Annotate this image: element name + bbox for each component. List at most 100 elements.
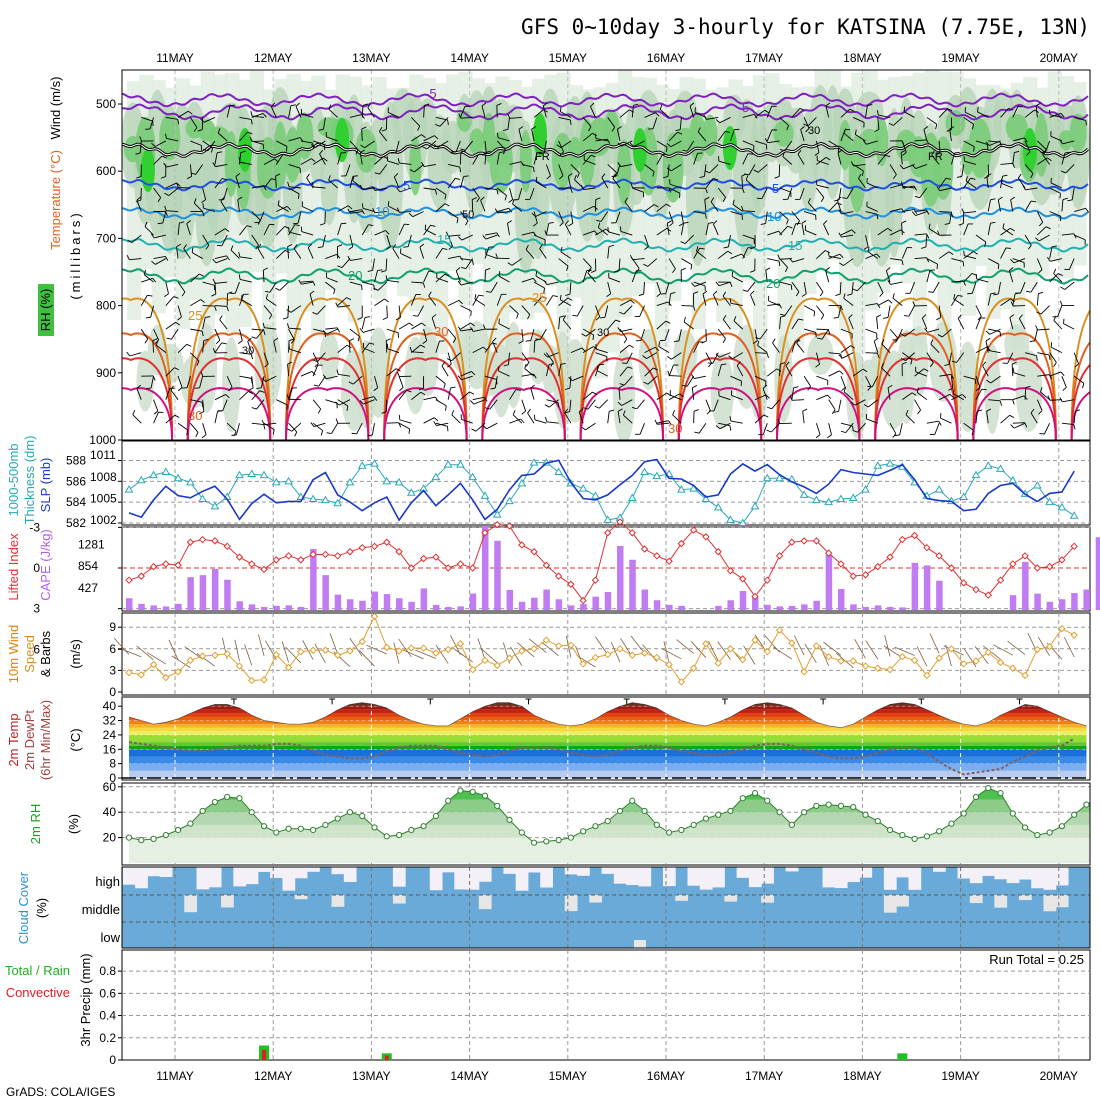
wind-barb-flag xyxy=(795,291,800,297)
thickness-point xyxy=(873,461,883,469)
wind-barb xyxy=(584,159,596,165)
date-label: 18MAY xyxy=(843,51,881,65)
wind-barb xyxy=(300,280,313,283)
wind-barb xyxy=(1001,183,1013,189)
wind-barb-flag xyxy=(662,153,668,156)
wind-barb xyxy=(791,223,797,236)
cloud-high-clear xyxy=(896,867,909,878)
date-label: 17MAY xyxy=(745,51,783,65)
wind-barb-flag xyxy=(543,102,548,107)
wind-barb-flag xyxy=(876,253,881,258)
page-title: GFS 0~10day 3-hourly for KATSINA (7.75E,… xyxy=(521,15,1090,39)
wind-barb xyxy=(779,258,788,268)
rh-point xyxy=(960,810,967,817)
wind-barb xyxy=(423,105,425,118)
wind-barb-flag xyxy=(132,409,136,415)
wind-barb xyxy=(693,281,706,287)
wind-barb xyxy=(816,375,828,381)
cape-bar xyxy=(469,593,477,610)
wind-barb xyxy=(909,281,916,294)
wind-barb xyxy=(792,399,805,401)
thickness-frame xyxy=(121,440,1091,526)
wind-barb-flag xyxy=(562,315,567,321)
wind-barb xyxy=(803,211,816,216)
cape-bar xyxy=(175,603,182,610)
wind-barb xyxy=(1049,399,1062,401)
wind-barb xyxy=(730,375,742,382)
wind-barb xyxy=(367,107,375,118)
wind-barb xyxy=(571,375,584,382)
rh-band xyxy=(129,824,1090,838)
wind-barb xyxy=(1011,364,1014,377)
wind-barb xyxy=(1024,387,1027,400)
wind-barb-flag xyxy=(825,156,831,161)
wind-barb-flag xyxy=(191,247,194,253)
rh-point xyxy=(1083,801,1090,808)
isotherm-40 xyxy=(677,387,763,440)
wind-barb xyxy=(386,368,397,377)
contour-label: FR xyxy=(535,151,550,163)
wind-barb-flag xyxy=(708,222,714,224)
wind-barb xyxy=(961,164,965,177)
wind-barb xyxy=(307,247,314,259)
wind-barb xyxy=(803,305,815,312)
cloud-units: (%) xyxy=(34,898,49,918)
thickness-point xyxy=(799,490,809,498)
wind-barb-flag xyxy=(237,340,243,345)
wind-barb-flag xyxy=(531,212,536,217)
li-point xyxy=(1070,542,1078,551)
precip-convective-bar xyxy=(384,1055,389,1060)
wind-barb-flag xyxy=(923,126,929,130)
wind-barb xyxy=(975,305,982,317)
wind-barb-flag xyxy=(975,273,978,279)
wind-barb-flag xyxy=(357,317,363,320)
wind-barb-flag xyxy=(490,387,496,390)
wind-barb-flag xyxy=(799,108,805,111)
wind10-barb xyxy=(823,641,842,656)
wind-barb xyxy=(1037,226,1047,236)
wind-barb xyxy=(313,186,326,189)
wind-barb-flag xyxy=(152,338,158,342)
wind-barb xyxy=(697,131,707,142)
wind-barb xyxy=(951,258,964,262)
wind-barb xyxy=(518,129,523,142)
li-point xyxy=(579,596,587,605)
tick-label: 900 xyxy=(96,366,116,380)
wind-barb xyxy=(398,376,404,388)
wind10-point xyxy=(309,646,317,654)
wind-barb xyxy=(718,422,731,427)
wind-barb xyxy=(705,399,711,411)
wind-barb xyxy=(265,375,277,382)
wind-barb xyxy=(166,138,179,142)
wind-barb-flag xyxy=(173,296,179,299)
wind-barb xyxy=(521,329,524,342)
thickness-point xyxy=(173,473,183,482)
wind-barb-flag xyxy=(359,149,365,154)
wind-barb xyxy=(251,328,264,331)
wind-barb xyxy=(431,317,437,330)
wind-barb-flag xyxy=(715,425,721,430)
tick-label: 584 xyxy=(66,495,86,509)
wind-barb-flag xyxy=(229,104,235,107)
wind-barb xyxy=(656,320,667,330)
wind-barb xyxy=(797,153,805,165)
wind-barb xyxy=(437,140,449,148)
wind-barb-flag xyxy=(911,211,916,216)
wind-barb-flag xyxy=(587,268,591,274)
date-label: 16MAY xyxy=(647,1069,685,1083)
cloud-high-clear xyxy=(847,867,860,883)
wind-barb xyxy=(915,164,928,170)
wind-barb-flag xyxy=(669,222,674,227)
t2m-units: (°C) xyxy=(68,728,83,751)
wind-barb-flag xyxy=(790,284,793,290)
wind-barb-flag xyxy=(713,177,719,181)
li-point xyxy=(211,537,219,545)
wind-barb xyxy=(507,223,510,236)
li-point xyxy=(186,538,195,546)
wind-barb-flag xyxy=(757,340,760,346)
wind-barb xyxy=(840,375,846,388)
wind-barb xyxy=(730,253,742,259)
cloud-mid-clear xyxy=(969,895,983,904)
wind-barb-flag xyxy=(287,361,293,365)
